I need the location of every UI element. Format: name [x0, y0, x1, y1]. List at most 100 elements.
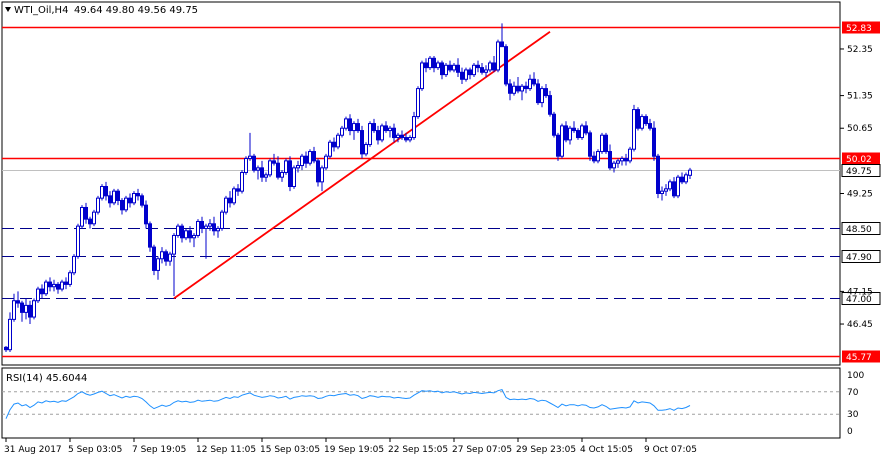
level-label: 47.90: [846, 253, 872, 263]
candle: [556, 132, 560, 161]
candle: [176, 223, 180, 238]
x-tick-label: 12 Sep 11:05: [196, 445, 256, 455]
candle: [680, 172, 684, 185]
candle: [560, 123, 564, 159]
rsi-axis-label: 70: [847, 388, 859, 398]
candle: [552, 111, 556, 138]
candle: [232, 186, 236, 206]
candle: [96, 195, 100, 215]
candle: [604, 132, 608, 154]
trend-line: [173, 30, 551, 300]
chart-symbol: WTI_Oil,H4: [14, 5, 68, 16]
candle: [68, 270, 72, 287]
candle: [460, 67, 464, 84]
collapse-arrow-icon[interactable]: [5, 7, 11, 12]
trend-line-layer: [173, 30, 551, 300]
horizontal-levels: 52.83 50.02 49.75 48.50 47.90 47.00 45.77: [2, 21, 881, 363]
level-tag: [841, 250, 881, 263]
candle: [288, 156, 292, 192]
candle: [400, 130, 404, 140]
candle: [156, 256, 160, 280]
candle: [368, 121, 372, 147]
candle: [256, 165, 260, 180]
candle: [596, 149, 600, 164]
candle: [428, 55, 432, 70]
candle: [672, 177, 676, 199]
y-tick-label: 47.15: [847, 287, 873, 297]
candle: [464, 67, 468, 82]
candle: [164, 249, 168, 266]
current-price-label: 49.75: [846, 167, 872, 177]
candle: [344, 116, 348, 131]
candle: [4, 345, 8, 353]
candle: [540, 86, 544, 108]
level-label: 48.50: [846, 225, 872, 235]
y-tick-label: 49.25: [847, 189, 873, 199]
rsi-axis-label: 100: [847, 371, 864, 381]
candle: [524, 81, 528, 94]
candle: [320, 165, 324, 192]
candle: [324, 153, 328, 171]
rsi-line: [5, 389, 691, 419]
y-tick-label: 52.35: [847, 45, 873, 55]
candle: [688, 167, 692, 180]
candle: [32, 298, 36, 320]
candle: [624, 153, 628, 166]
candle: [520, 83, 524, 101]
y-tick-label: 46.45: [847, 320, 873, 330]
candle: [316, 158, 320, 187]
candle: [548, 90, 552, 117]
candle: [360, 125, 364, 159]
candle: [332, 137, 336, 152]
candle: [536, 79, 540, 105]
candle: [564, 121, 568, 143]
candle: [160, 247, 164, 264]
candle: [208, 219, 212, 231]
candle: [268, 158, 272, 178]
x-tick-label: 15 Sep 03:05: [260, 445, 320, 455]
candle: [608, 144, 612, 171]
candle: [504, 44, 508, 87]
candle: [648, 118, 652, 131]
level-label: 52.83: [846, 24, 872, 34]
y-tick-label: 51.35: [847, 92, 873, 102]
candle: [304, 151, 308, 168]
candle: [516, 76, 520, 94]
candle: [488, 60, 492, 73]
candle: [296, 160, 300, 173]
time-axis: 31 Aug 2017 5 Sep 03:05 7 Sep 19:05 12 Sep …: [4, 438, 697, 455]
candle: [44, 279, 48, 297]
level-tag: [841, 222, 881, 235]
candle: [584, 121, 588, 136]
candle: [152, 244, 156, 276]
x-tick-label: 22 Sep 15:05: [388, 445, 448, 455]
candle: [220, 209, 224, 231]
candle: [676, 174, 680, 199]
candle: [144, 200, 148, 229]
candle: [408, 135, 412, 143]
candle: [12, 293, 16, 322]
candle: [192, 233, 196, 248]
candle: [472, 62, 476, 77]
candle: [348, 114, 352, 136]
level-label: 45.77: [846, 353, 872, 363]
candle: [620, 156, 624, 166]
candle: [640, 114, 644, 131]
candle: [376, 125, 380, 145]
candle: [496, 39, 500, 73]
rsi-axis-label: 0: [847, 427, 853, 437]
candle: [420, 60, 424, 91]
candle: [652, 121, 656, 161]
candle: [36, 286, 40, 304]
candle: [244, 156, 248, 175]
candle: [544, 83, 548, 98]
candle: [364, 142, 368, 157]
candle: [568, 125, 572, 145]
candle: [236, 184, 240, 196]
candle: [188, 226, 192, 243]
candle: [84, 202, 88, 224]
chart-ohlc: 49.64 49.80 49.56 49.75: [74, 5, 198, 16]
candle: [260, 160, 264, 182]
candle: [328, 139, 332, 159]
candle: [292, 165, 296, 189]
